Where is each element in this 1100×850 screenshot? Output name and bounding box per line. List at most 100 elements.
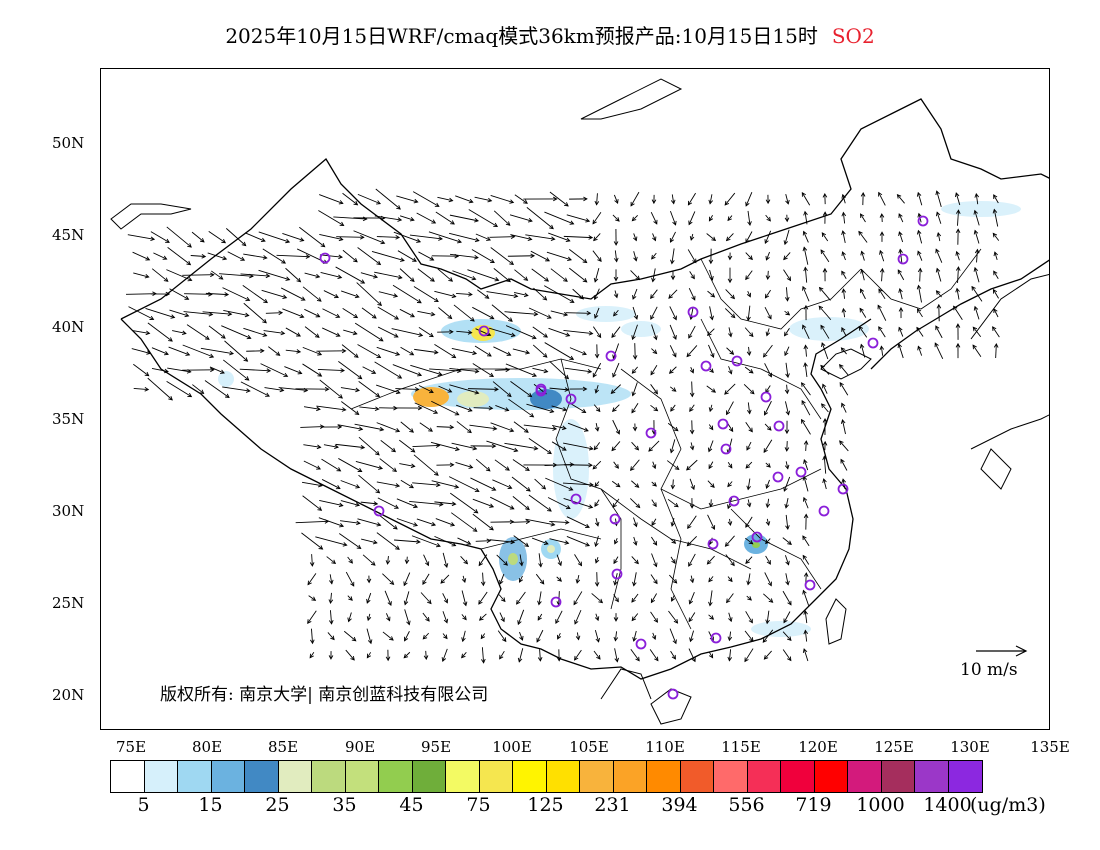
wind-arrow xyxy=(461,614,467,621)
wind-arrow xyxy=(562,482,594,488)
wind-arrow xyxy=(184,291,213,297)
station-marker xyxy=(728,495,740,507)
wind-arrow xyxy=(728,366,733,375)
wind-arrow xyxy=(449,232,480,243)
wind-arrow xyxy=(167,247,192,266)
wind-arrow xyxy=(818,286,831,301)
wind-arrow xyxy=(403,591,410,606)
wind-arrow xyxy=(420,592,432,605)
wind-arrow xyxy=(763,439,773,454)
map-frame xyxy=(100,68,1050,730)
wind-arrow xyxy=(591,593,604,604)
lon-label-75: 75E xyxy=(115,738,147,756)
wind-arrow xyxy=(394,539,421,545)
wind-arrow xyxy=(840,347,847,355)
wind-arrow xyxy=(650,384,658,395)
wind-arrow xyxy=(689,575,695,584)
wind-arrow xyxy=(548,327,571,337)
wind-arrow xyxy=(366,652,372,659)
wind-arrow xyxy=(670,538,677,544)
wind-arrow xyxy=(648,440,660,452)
lat-label-20: 20N xyxy=(52,686,85,704)
wind-arrow xyxy=(380,440,397,453)
legend-tick-label: 394 xyxy=(661,794,698,816)
lat-label-45: 45N xyxy=(52,226,85,244)
wind-arrow xyxy=(509,214,533,223)
station-marker xyxy=(731,355,743,367)
wind-arrow xyxy=(670,194,676,205)
wind-arrow xyxy=(820,364,830,375)
legend-tick-label: 5 xyxy=(137,794,150,816)
wind-arrow xyxy=(565,310,592,316)
wind-arrow xyxy=(841,327,847,337)
wind-arrow xyxy=(859,307,867,318)
wind-arrow xyxy=(563,442,594,451)
wind-arrow xyxy=(724,192,736,206)
station-marker xyxy=(550,596,562,608)
wind-arrow xyxy=(803,629,809,642)
wind-arrow xyxy=(649,649,659,662)
wind-arrow xyxy=(403,651,411,659)
wind-arrow xyxy=(341,344,359,358)
wind-arrow xyxy=(687,515,697,530)
wind-arrow xyxy=(499,612,505,623)
wind-arrow xyxy=(412,443,441,448)
wind-arrow xyxy=(727,461,733,469)
wind-arrow xyxy=(504,442,539,451)
wind-arrow xyxy=(802,324,810,340)
wind-arrow xyxy=(422,612,430,622)
wind-arrow xyxy=(879,231,885,242)
wind-arrow xyxy=(631,324,638,341)
wind-arrow xyxy=(510,234,533,241)
wind-arrow xyxy=(765,194,771,205)
wind-arrow xyxy=(764,423,772,431)
wind-arrow xyxy=(783,269,792,282)
wind-arrow xyxy=(669,345,677,358)
wind-arrow xyxy=(531,537,549,545)
wind-arrow xyxy=(746,291,751,298)
wind-arrow xyxy=(323,444,339,449)
wind-arrow xyxy=(820,324,830,339)
wind-arrow xyxy=(392,405,423,411)
wind-arrow xyxy=(183,311,214,317)
wind-arrow xyxy=(802,589,810,606)
wind-arrow xyxy=(499,573,505,585)
wind-arrow xyxy=(512,496,530,511)
lon-label-85: 85E xyxy=(267,738,299,756)
wind-arrow xyxy=(378,514,398,530)
wind-arrow xyxy=(151,347,169,356)
wind-arrow xyxy=(708,499,714,508)
wind-arrow xyxy=(708,344,715,358)
wind-arrow xyxy=(449,368,480,374)
wind-arrow xyxy=(688,648,696,663)
wind-arrow xyxy=(147,322,173,342)
legend-tick-label: 15 xyxy=(198,794,223,816)
wind-arrow xyxy=(594,385,599,394)
wind-arrow xyxy=(594,499,600,507)
wind-arrow xyxy=(613,538,619,545)
wind-arrow xyxy=(378,291,399,298)
wind-arrow xyxy=(633,517,638,528)
wind-arrow xyxy=(556,649,562,662)
wind-arrow xyxy=(860,192,866,206)
wind-arrow xyxy=(358,381,381,398)
wind-arrow xyxy=(879,213,885,223)
wind-arrow xyxy=(801,399,811,416)
wind-arrow xyxy=(764,572,772,587)
wind-arrow xyxy=(762,344,773,358)
wind-arrow xyxy=(765,555,771,565)
wind-arrow xyxy=(202,311,233,317)
wind-arrow xyxy=(763,650,772,660)
wind-arrow xyxy=(669,439,676,454)
wind-arrow xyxy=(651,324,658,341)
wind-arrow xyxy=(472,363,495,377)
wind-arrow xyxy=(461,652,467,659)
wind-arrow xyxy=(552,425,567,431)
wind-arrow xyxy=(878,191,886,206)
wind-arrow xyxy=(317,368,346,373)
wind-arrow xyxy=(166,380,193,398)
wind-arrow xyxy=(783,476,791,492)
wind-arrow xyxy=(382,573,395,585)
wind-arrow xyxy=(480,572,486,587)
wind-arrow xyxy=(316,348,347,354)
